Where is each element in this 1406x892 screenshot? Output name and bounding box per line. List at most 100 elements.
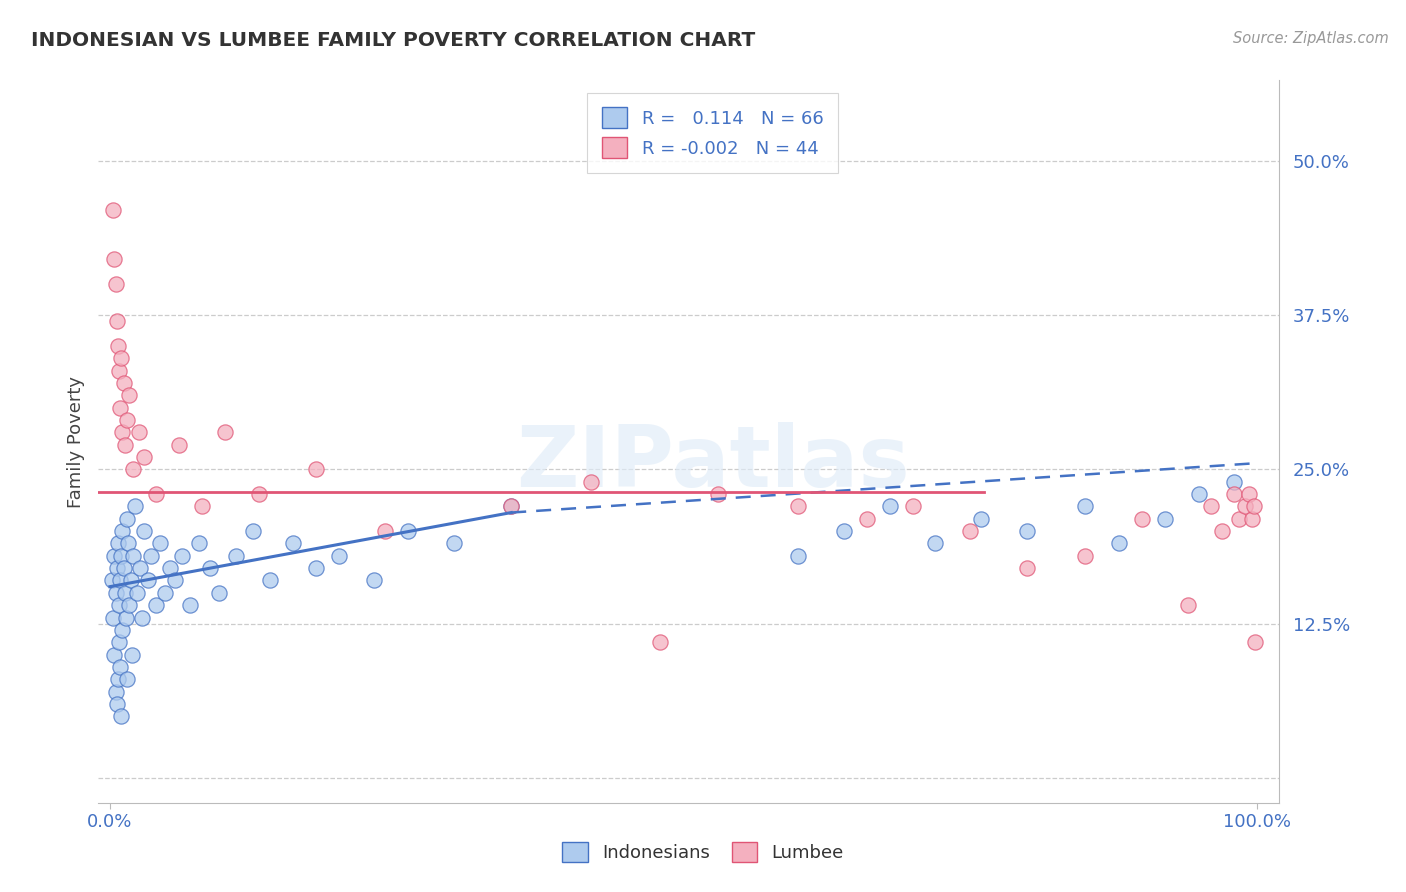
Point — [101, 574, 124, 588]
Point — [1153, 512, 1175, 526]
Point — [1240, 512, 1263, 526]
Point — [103, 252, 125, 267]
Text: ZIPatlas: ZIPatlas — [516, 422, 910, 505]
Point — [924, 536, 946, 550]
Point — [110, 351, 132, 366]
Point — [112, 376, 135, 390]
Point — [396, 524, 419, 538]
Point — [108, 635, 131, 649]
Point — [153, 586, 176, 600]
Point — [103, 610, 125, 624]
Point — [901, 500, 924, 514]
Point — [103, 648, 125, 662]
Point — [172, 549, 194, 563]
Point — [1108, 536, 1130, 550]
Point — [374, 524, 396, 538]
Point — [328, 549, 350, 563]
Text: Source: ZipAtlas.com: Source: ZipAtlas.com — [1233, 31, 1389, 46]
Point — [855, 512, 877, 526]
Point — [259, 574, 281, 588]
Point — [124, 500, 146, 514]
Point — [1199, 500, 1222, 514]
Point — [190, 500, 212, 514]
Point — [134, 524, 156, 538]
Point — [959, 524, 981, 538]
Point — [128, 425, 150, 440]
Point — [107, 339, 129, 353]
Y-axis label: Family Poverty: Family Poverty — [66, 376, 84, 508]
Point — [706, 487, 728, 501]
Point — [110, 549, 132, 563]
Point — [120, 574, 142, 588]
Legend: R =   0.114   N = 66, R = -0.002   N = 44: R = 0.114 N = 66, R = -0.002 N = 44 — [588, 93, 838, 172]
Point — [108, 401, 131, 415]
Point — [108, 363, 131, 377]
Point — [786, 500, 808, 514]
Point — [115, 610, 138, 624]
Point — [145, 487, 167, 501]
Point — [103, 202, 125, 217]
Point — [105, 697, 128, 711]
Point — [1227, 512, 1250, 526]
Point — [127, 586, 149, 600]
Point — [112, 561, 135, 575]
Point — [363, 574, 385, 588]
Point — [305, 561, 328, 575]
Point — [121, 648, 143, 662]
Point — [198, 561, 221, 575]
Point — [1237, 487, 1260, 501]
Point — [111, 524, 134, 538]
Point — [581, 475, 603, 489]
Point — [1073, 549, 1095, 563]
Point — [108, 598, 131, 612]
Point — [879, 500, 901, 514]
Point — [501, 500, 523, 514]
Point — [159, 561, 181, 575]
Point — [1073, 500, 1095, 514]
Point — [118, 388, 141, 402]
Point — [1243, 500, 1265, 514]
Point — [111, 623, 134, 637]
Point — [283, 536, 305, 550]
Point — [107, 536, 129, 550]
Point — [165, 574, 187, 588]
Point — [1222, 487, 1244, 501]
Point — [1222, 475, 1244, 489]
Point — [167, 437, 190, 451]
Point — [115, 673, 138, 687]
Point — [1177, 598, 1199, 612]
Point — [1130, 512, 1153, 526]
Point — [114, 586, 136, 600]
Point — [1234, 500, 1257, 514]
Point — [104, 277, 127, 291]
Point — [149, 536, 172, 550]
Point — [134, 450, 156, 464]
Point — [111, 425, 134, 440]
Point — [136, 574, 159, 588]
Point — [141, 549, 163, 563]
Point — [131, 610, 153, 624]
Point — [214, 425, 236, 440]
Point — [208, 586, 231, 600]
Point — [115, 512, 138, 526]
Point — [242, 524, 264, 538]
Point — [970, 512, 993, 526]
Legend: Indonesians, Lumbee: Indonesians, Lumbee — [555, 834, 851, 870]
Point — [1017, 561, 1039, 575]
Point — [128, 561, 150, 575]
Text: INDONESIAN VS LUMBEE FAMILY POVERTY CORRELATION CHART: INDONESIAN VS LUMBEE FAMILY POVERTY CORR… — [31, 31, 755, 50]
Point — [114, 437, 136, 451]
Point — [1211, 524, 1233, 538]
Point — [104, 684, 127, 698]
Point — [247, 487, 270, 501]
Point — [188, 536, 211, 550]
Point — [118, 598, 141, 612]
Point — [1244, 635, 1267, 649]
Point — [650, 635, 672, 649]
Point — [443, 536, 465, 550]
Point — [103, 549, 125, 563]
Point — [105, 561, 128, 575]
Point — [179, 598, 201, 612]
Point — [104, 586, 127, 600]
Point — [501, 500, 523, 514]
